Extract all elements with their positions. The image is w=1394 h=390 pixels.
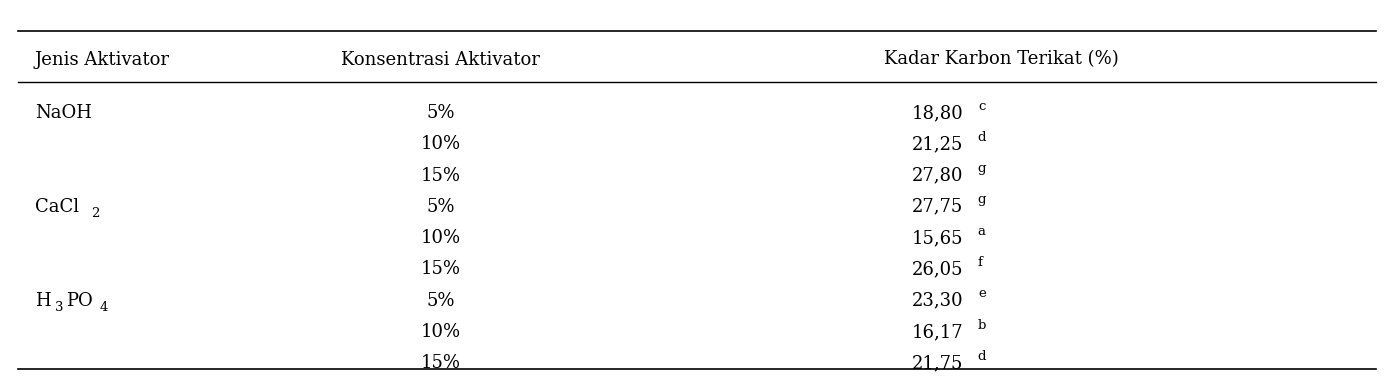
Text: 10%: 10%: [421, 135, 460, 153]
Text: g: g: [977, 193, 986, 206]
Text: a: a: [977, 225, 986, 238]
Text: 15,65: 15,65: [912, 229, 963, 247]
Text: c: c: [979, 99, 986, 113]
Text: 21,25: 21,25: [912, 135, 963, 153]
Text: 10%: 10%: [421, 229, 460, 247]
Text: 15%: 15%: [421, 261, 460, 278]
Text: 5%: 5%: [427, 292, 454, 310]
Text: 15%: 15%: [421, 355, 460, 372]
Text: 2: 2: [91, 207, 99, 220]
Text: CaCl: CaCl: [35, 198, 79, 216]
Text: 3: 3: [54, 301, 63, 314]
Text: 27,75: 27,75: [912, 198, 963, 216]
Text: e: e: [979, 287, 986, 300]
Text: PO: PO: [66, 292, 92, 310]
Text: g: g: [977, 162, 987, 175]
Text: 21,75: 21,75: [912, 355, 963, 372]
Text: d: d: [977, 350, 986, 363]
Text: 23,30: 23,30: [912, 292, 963, 310]
Text: 5%: 5%: [427, 198, 454, 216]
Text: 27,80: 27,80: [912, 167, 963, 184]
Text: H: H: [35, 292, 50, 310]
Text: Konsentrasi Aktivator: Konsentrasi Aktivator: [342, 51, 539, 69]
Text: Jenis Aktivator: Jenis Aktivator: [35, 51, 170, 69]
Text: f: f: [977, 256, 983, 269]
Text: 26,05: 26,05: [912, 261, 963, 278]
Text: 4: 4: [100, 301, 109, 314]
Text: 18,80: 18,80: [912, 104, 963, 122]
Text: 5%: 5%: [427, 104, 454, 122]
Text: 16,17: 16,17: [912, 323, 963, 341]
Text: Kadar Karbon Terikat (%): Kadar Karbon Terikat (%): [884, 51, 1119, 69]
Text: NaOH: NaOH: [35, 104, 92, 122]
Text: 15%: 15%: [421, 167, 460, 184]
Text: d: d: [977, 131, 986, 144]
Text: 10%: 10%: [421, 323, 460, 341]
Text: b: b: [979, 319, 987, 332]
